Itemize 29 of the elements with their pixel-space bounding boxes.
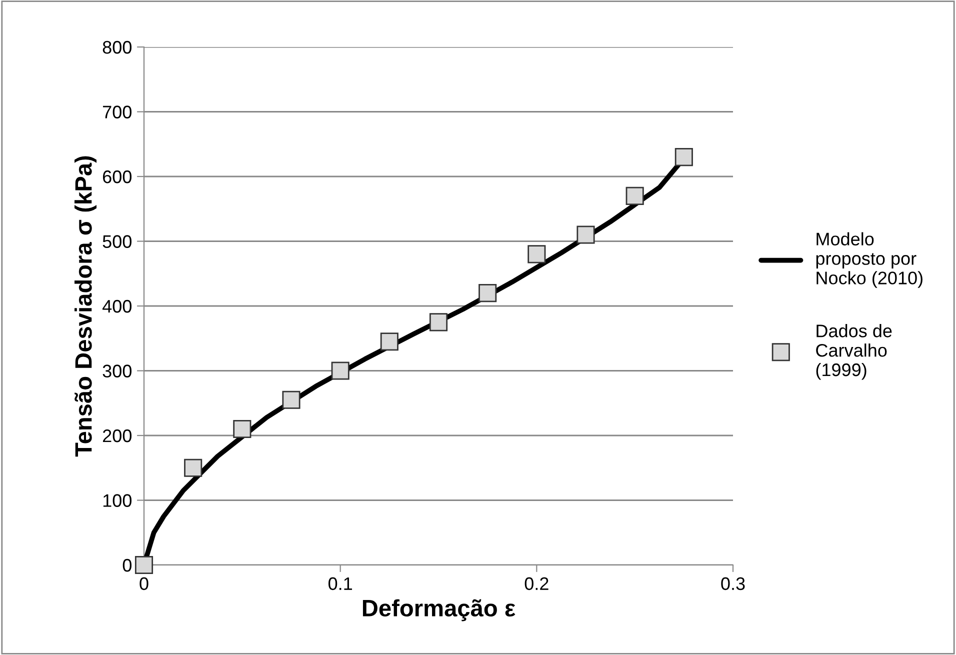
point: [282, 390, 300, 409]
y-tick-label: 100: [103, 494, 132, 507]
point: [233, 420, 252, 438]
y-tick-label: 400: [102, 300, 132, 313]
y-axis-title: Tensão Desviadora σ (kPa): [74, 156, 97, 457]
point: [134, 556, 154, 574]
x-tick-label: 0.2: [524, 577, 548, 590]
y-tick-label: 500: [102, 235, 132, 248]
y-tick-label: 600: [102, 170, 132, 184]
point: [380, 332, 398, 351]
point: [528, 245, 546, 264]
x-axis-title: Deformação ε: [362, 599, 516, 622]
x-tick-label: 0.1: [328, 577, 352, 590]
x-tick-label: 0: [140, 577, 148, 590]
legend-label: Dados de Carvalho (1999): [816, 324, 892, 380]
x-tick-label: 0.3: [721, 577, 745, 590]
point: [429, 313, 448, 332]
y-tick-label: 700: [103, 106, 132, 118]
point: [331, 362, 350, 380]
y-tick-label: 300: [102, 364, 132, 378]
point: [576, 226, 595, 244]
y-tick-label: 200: [102, 429, 132, 442]
legend-label: Modelo proposto por Nocko (2010): [816, 232, 922, 288]
point: [478, 284, 497, 302]
point: [674, 148, 693, 166]
y-tick-label: 800: [102, 40, 132, 54]
point: [184, 458, 202, 477]
y-tick-label: 0: [122, 558, 132, 572]
point: [626, 186, 644, 205]
